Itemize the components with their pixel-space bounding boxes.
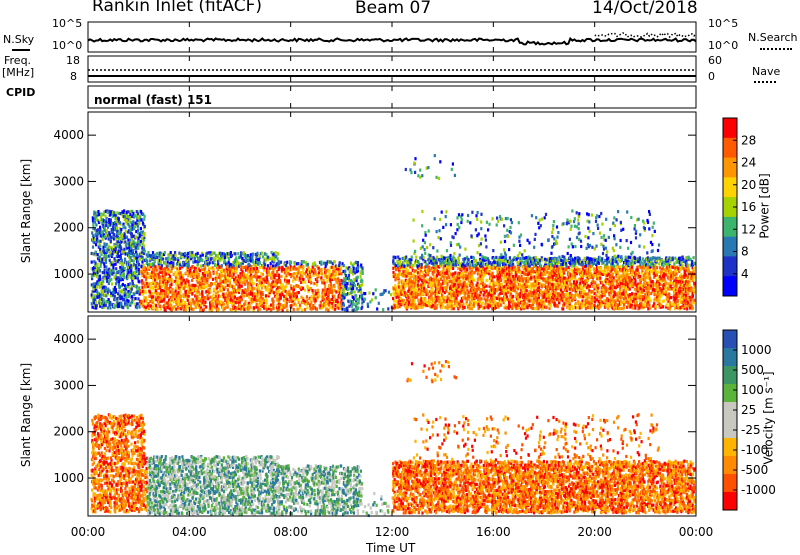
power-colorbar-label: Power [dB] (759, 173, 771, 238)
y-tick-label: 3000 (53, 174, 84, 188)
power-ylabel: Slant Range [km] (20, 159, 32, 263)
power-panel: 4000 3000 2000 1000 (53, 112, 696, 312)
y-tick-label: 2000 (53, 425, 84, 439)
velocity-scatter-plot (91, 360, 696, 517)
colorbar-segment (723, 177, 737, 197)
colorbar-segment (723, 348, 737, 367)
x-axis-label: Time UT (366, 542, 415, 554)
power-scatter-plot (91, 154, 696, 312)
colorbar-tick-label: 20 (741, 178, 756, 192)
nsearch-series-line (595, 33, 696, 37)
colorbar-tick-label: 28 (741, 133, 756, 147)
x-tick-label: 00:00 (71, 525, 106, 539)
colorbar-segment (723, 276, 737, 296)
colorbar-segment (723, 402, 737, 421)
colorbar-segment (723, 330, 737, 349)
colorbar-segment (723, 158, 737, 178)
nsky-series-line (88, 39, 696, 45)
colorbar-tick-label: 25 (741, 403, 756, 417)
y-tick-label: 1000 (53, 267, 84, 281)
y-tick-label: 4000 (53, 128, 84, 142)
colorbar-segment (723, 456, 737, 475)
colorbar-tick-label: -25 (741, 423, 761, 437)
velocity-colorbar-label: Velocity [m s⁻¹] (763, 371, 775, 464)
x-tick-label: 16:00 (476, 525, 511, 539)
colorbar-segment (723, 384, 737, 403)
power-colorbar: 28 24 20 16 12 8 4 (723, 118, 756, 297)
y-tick-label: 2000 (53, 221, 84, 235)
velocity-ylabel: Slant Range [km] (20, 363, 32, 467)
colorbar-segment (723, 217, 737, 237)
colorbar-tick-label: 4 (741, 267, 749, 281)
y-tick-label: 1000 (53, 471, 84, 485)
x-tick-label: 20:00 (577, 525, 612, 539)
x-tick-label: 08:00 (273, 525, 308, 539)
colorbar-segment (723, 438, 737, 457)
x-tick-label: 04:00 (172, 525, 207, 539)
x-tick-label: 12:00 (375, 525, 410, 539)
colorbar-segment (723, 366, 737, 385)
colorbar-tick-label: 1000 (741, 343, 772, 357)
colorbar-segment (723, 138, 737, 158)
colorbar-segment (723, 237, 737, 257)
colorbar-tick-label: 8 (741, 245, 749, 259)
colorbar-tick-label: 12 (741, 222, 756, 236)
colorbar-tick-label: -1000 (741, 483, 776, 497)
colorbar-tick-label: 500 (741, 363, 764, 377)
y-tick-label: 3000 (53, 378, 84, 392)
colorbar-segment (723, 118, 737, 138)
colorbar-segment (723, 492, 737, 511)
x-tick-label: 00:00 (679, 525, 714, 539)
colorbar-tick-label: 16 (741, 200, 756, 214)
colorbar-tick-label: 100 (741, 383, 764, 397)
colorbar-tick-label: -500 (741, 463, 768, 477)
colorbar-segment (723, 420, 737, 439)
y-tick-label: 4000 (53, 332, 84, 346)
colorbar-tick-label: 24 (741, 156, 756, 170)
